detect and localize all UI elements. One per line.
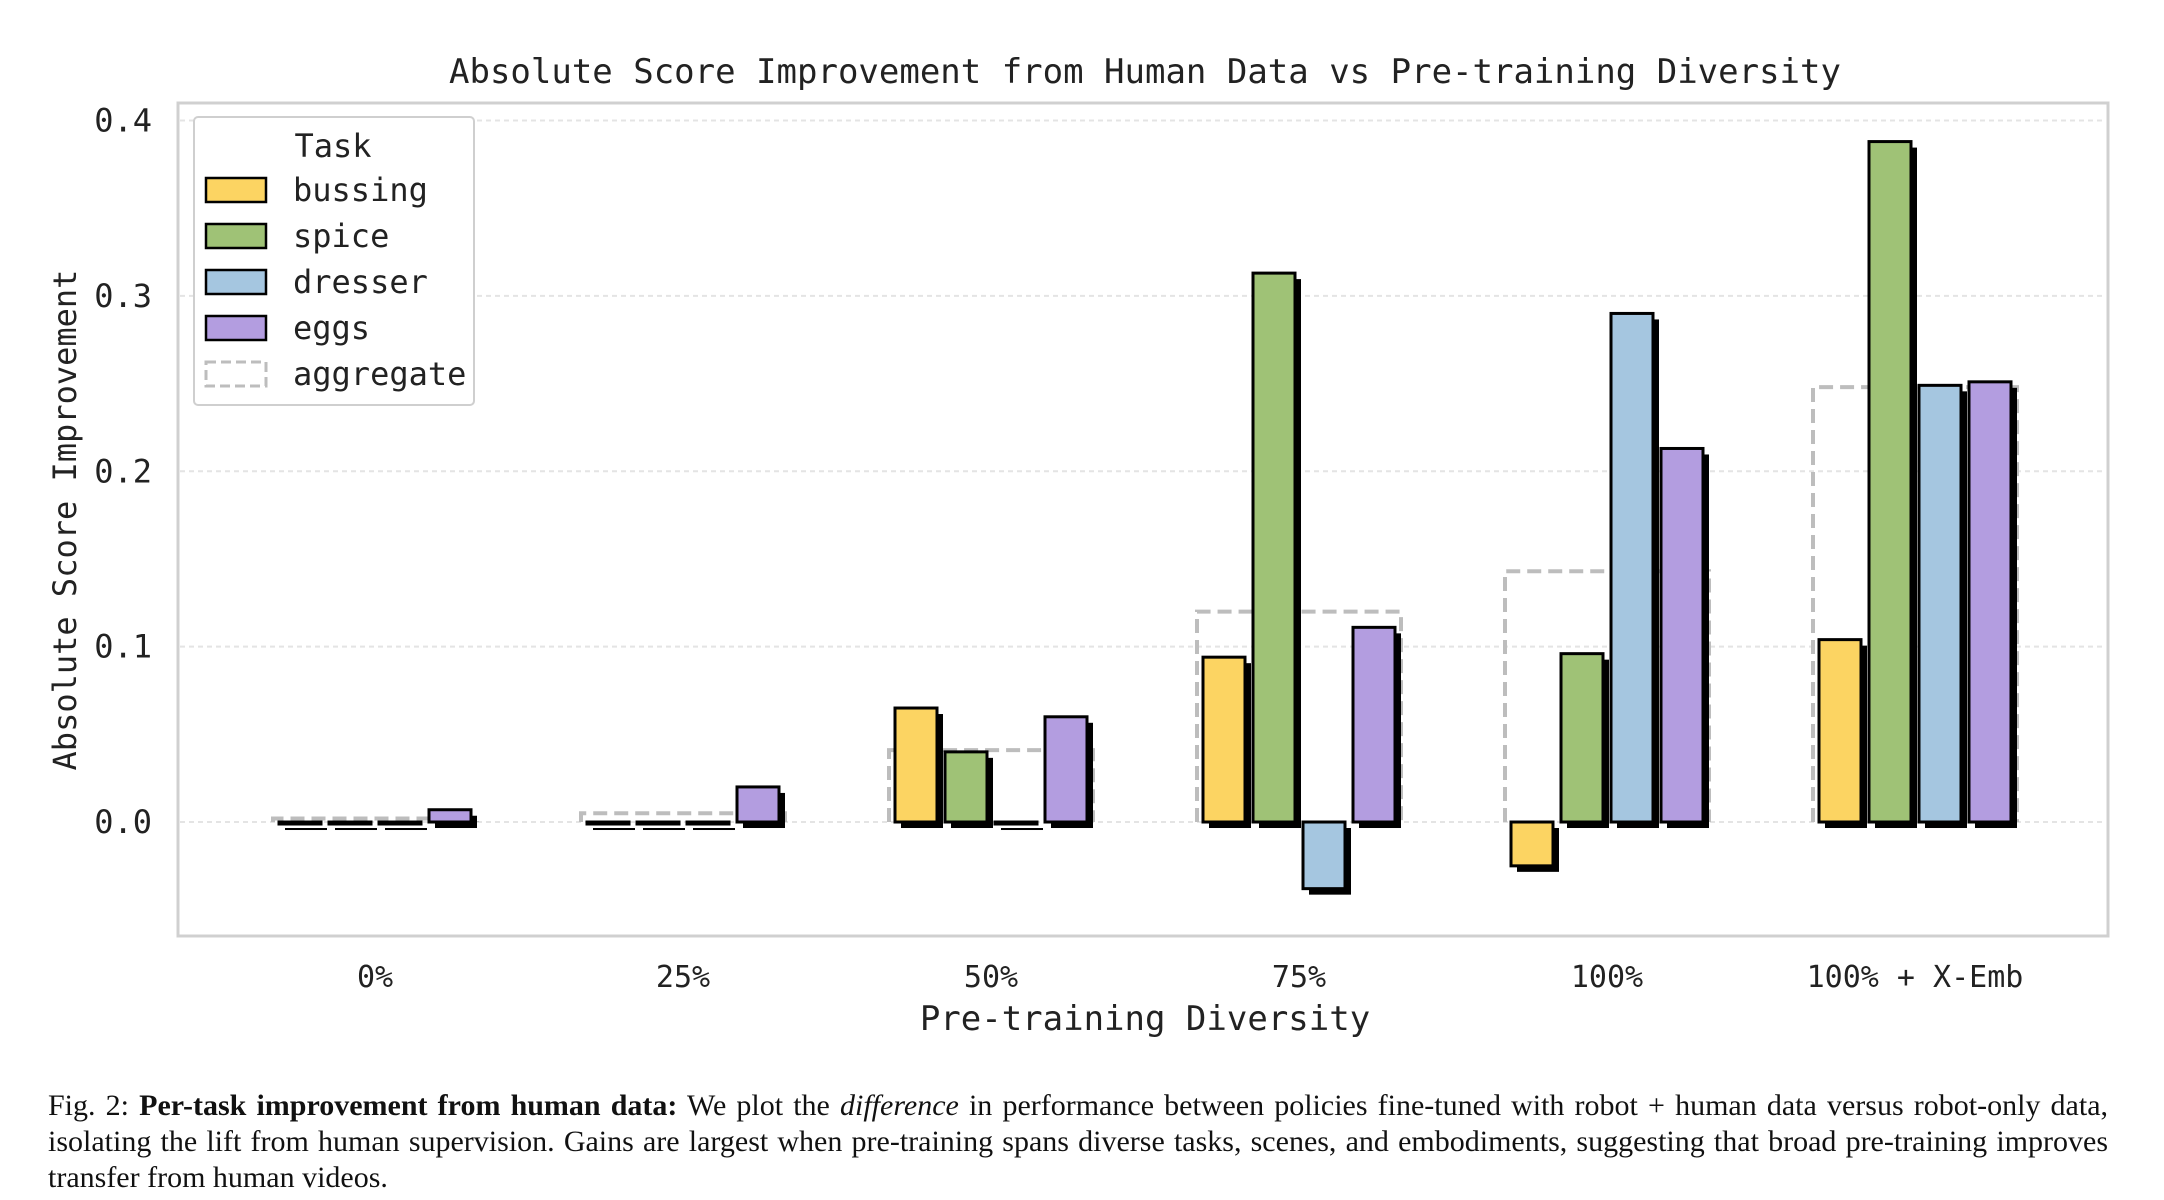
bar-fill xyxy=(277,820,323,826)
bar-fill xyxy=(993,820,1039,826)
aggregate-box xyxy=(887,748,1095,823)
bar-eggs xyxy=(427,808,477,829)
bar-dresser xyxy=(993,820,1043,831)
y-tick-label: 0.0 xyxy=(94,803,152,841)
y-tick-label: 0.1 xyxy=(94,628,152,666)
bar-shadow xyxy=(335,828,377,831)
bar-shadow xyxy=(643,828,685,831)
bar-spice xyxy=(1251,271,1301,829)
bar-eggs xyxy=(1967,380,2017,829)
aggregate-box xyxy=(271,816,479,823)
bar-fill xyxy=(1817,638,1863,824)
bar-fill xyxy=(585,820,631,826)
bar-fill xyxy=(1351,625,1397,824)
bar-dresser xyxy=(1917,383,1967,829)
x-tick-label: 0% xyxy=(357,960,393,995)
caption-rest: in performance between policies fine-tun… xyxy=(48,1089,2109,1194)
x-tick-labels: 0% 25% 50% 75% 100% 100% + X-Emb xyxy=(357,960,2023,995)
figure: Absolute Score Improvement from Human Da… xyxy=(46,52,2110,1194)
x-axis-label: Pre-training Diversity xyxy=(920,999,1370,1039)
chart-title: Absolute Score Improvement from Human Da… xyxy=(449,52,1841,92)
bar-spice xyxy=(635,820,685,831)
legend-label-bussing: bussing xyxy=(293,171,428,209)
bar-fill xyxy=(1867,140,1913,824)
bar-dresser xyxy=(1301,820,1351,895)
bar-eggs xyxy=(1043,715,1093,829)
bar-fill xyxy=(427,808,473,824)
aggregate-box xyxy=(1195,609,1403,823)
bar-shadow xyxy=(385,828,427,831)
bar-fill xyxy=(1301,820,1347,891)
bar-dresser xyxy=(1609,311,1659,829)
y-tick-label: 0.3 xyxy=(94,277,152,315)
plot-frame xyxy=(176,101,2110,938)
bar-spice xyxy=(1867,140,1917,829)
aggregate-boxes xyxy=(271,385,2019,823)
bar-eggs xyxy=(1659,446,1709,829)
y-axis-label: Absolute Score Improvement xyxy=(46,270,84,771)
bar-fill xyxy=(1559,652,1605,824)
bar-dresser xyxy=(377,820,427,831)
bar-fill xyxy=(1967,380,2013,824)
bar-fill xyxy=(1043,715,1089,824)
bar-bussing xyxy=(585,820,635,831)
bar-shadow xyxy=(593,828,635,831)
y-tick-label: 0.4 xyxy=(94,102,152,140)
bar-fill xyxy=(377,820,423,826)
legend-label-eggs: eggs xyxy=(293,309,370,347)
bar-fill xyxy=(1609,311,1655,824)
bar-fill xyxy=(685,820,731,826)
caption-italic: difference xyxy=(840,1089,959,1122)
bar-fill xyxy=(1659,446,1705,824)
x-tick-label: 75% xyxy=(1272,960,1326,995)
caption-pre: We plot the xyxy=(687,1089,830,1122)
bar-spice xyxy=(327,820,377,831)
x-tick-label: 50% xyxy=(964,960,1018,995)
bar-eggs xyxy=(1351,625,1401,829)
bar-bussing xyxy=(893,706,943,829)
legend-label-aggregate: aggregate xyxy=(293,355,466,393)
legend-label-dresser: dresser xyxy=(293,263,428,301)
bar-fill xyxy=(1251,271,1297,824)
bar-bussing xyxy=(1509,820,1559,872)
bar-shadow xyxy=(1001,828,1043,831)
legend-swatch-aggregate xyxy=(204,360,268,388)
legend-swatch-dresser xyxy=(204,268,268,296)
caption-bold: Per-task improvement from human data: xyxy=(139,1089,678,1122)
bar-bussing xyxy=(1201,655,1251,829)
legend-swatch-spice xyxy=(204,222,268,250)
bar-fill xyxy=(943,750,989,824)
bar-fill xyxy=(1917,383,1963,824)
legend: Task bussing spice dresser eggs aggregate xyxy=(193,116,475,406)
caption-label: Fig. 2: xyxy=(48,1089,129,1122)
bar-fill xyxy=(735,785,781,824)
legend-swatch-bussing xyxy=(204,176,268,204)
y-tick-labels: 0.0 0.1 0.2 0.3 0.4 xyxy=(94,102,152,841)
grid-lines xyxy=(180,119,2106,824)
bar-shadow xyxy=(285,828,327,831)
bars xyxy=(277,140,2017,895)
bar-fill xyxy=(893,706,939,824)
bar-fill xyxy=(327,820,373,826)
x-tick-label: 25% xyxy=(656,960,710,995)
bar-bussing xyxy=(277,820,327,831)
legend-swatch-eggs xyxy=(204,314,268,342)
bar-eggs xyxy=(735,785,785,829)
bar-fill xyxy=(1509,820,1555,868)
y-tick-label: 0.2 xyxy=(94,452,152,490)
bar-chart: Absolute Score Improvement from Human Da… xyxy=(46,52,2110,1039)
legend-title: Task xyxy=(294,127,371,165)
bar-spice xyxy=(943,750,993,829)
bar-bussing xyxy=(1817,638,1867,829)
bar-fill xyxy=(1201,655,1247,824)
figure-caption: Fig. 2: Per-task improvement from human … xyxy=(48,1088,2108,1196)
bar-fill xyxy=(635,820,681,826)
bar-shadow xyxy=(693,828,735,831)
legend-label-spice: spice xyxy=(293,217,389,255)
bar-spice xyxy=(1559,652,1609,829)
bar-dresser xyxy=(685,820,735,831)
legend-items: bussing spice dresser eggs aggregate xyxy=(204,171,466,393)
x-tick-label: 100% xyxy=(1571,960,1643,995)
x-tick-label: 100% + X-Emb xyxy=(1807,960,2024,995)
